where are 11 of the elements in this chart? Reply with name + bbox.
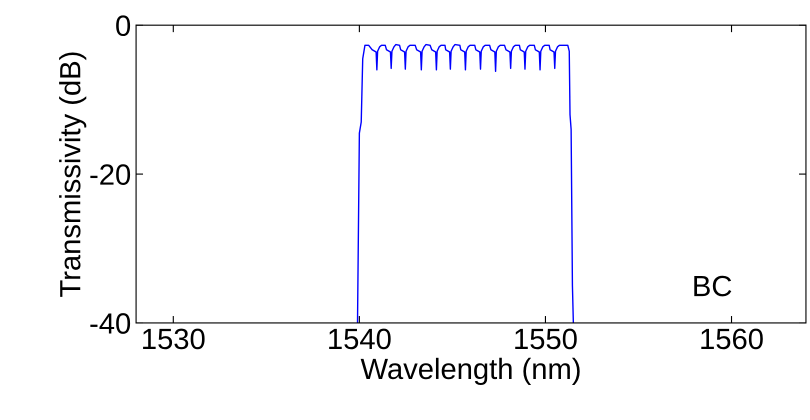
x-tick-label: 1550 — [515, 328, 577, 350]
annotation: BC — [694, 276, 732, 296]
x-tick-label: 1540 — [329, 328, 391, 350]
y-tick-label: -40 — [90, 313, 130, 334]
line-series — [356, 44, 574, 323]
y-tick-label: -20 — [90, 164, 130, 185]
x-tick-label: 1560 — [701, 328, 763, 350]
x-tick-label: 1530 — [143, 328, 205, 350]
x-axis-title: Wavelength (nm) — [360, 358, 580, 385]
y-tick-label: 0 — [116, 15, 130, 36]
y-axis-title: Transmissivity (dB) — [59, 52, 86, 297]
